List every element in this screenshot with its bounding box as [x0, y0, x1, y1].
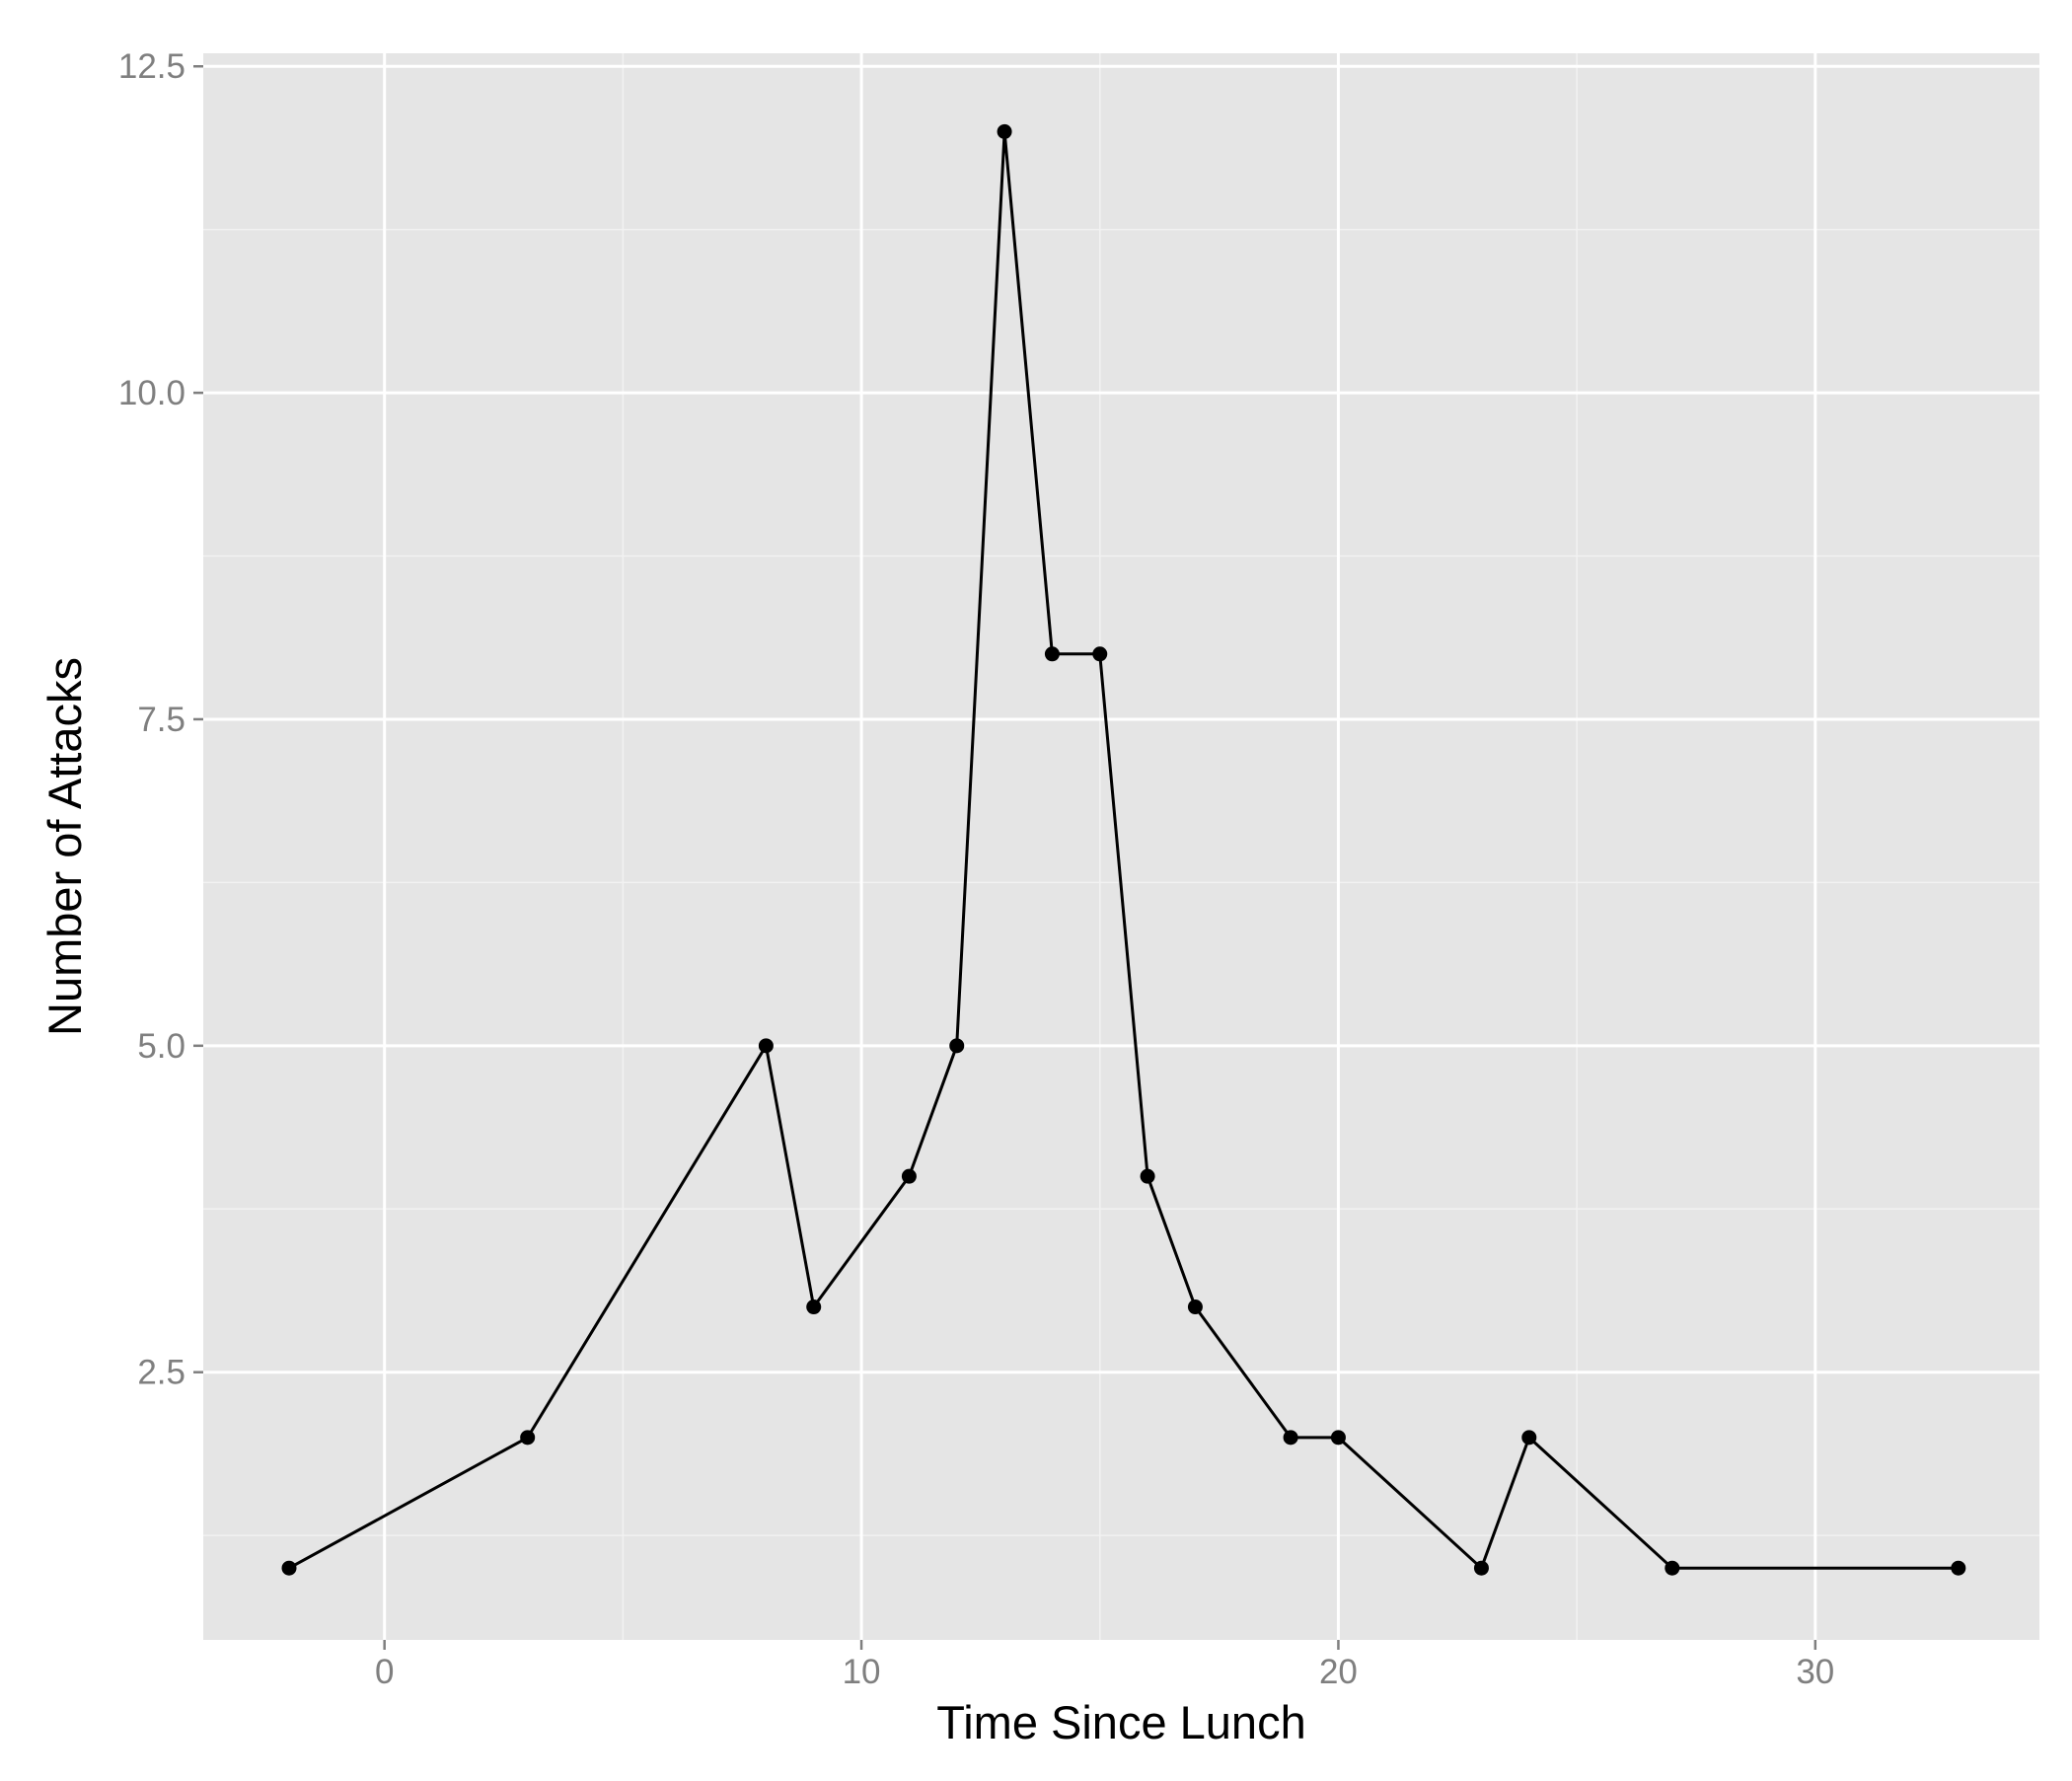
y-tick-label: 10.0 [118, 374, 185, 412]
plot-panel [203, 53, 2039, 1640]
data-point [1330, 1430, 1346, 1446]
x-tick-label: 10 [843, 1653, 881, 1691]
y-tick-label: 2.5 [137, 1354, 185, 1392]
data-point [1521, 1430, 1537, 1446]
data-point [758, 1038, 774, 1054]
data-point [1473, 1560, 1489, 1576]
x-tick-label: 20 [1319, 1653, 1358, 1691]
y-tick-label: 12.5 [118, 47, 185, 86]
data-point [1044, 646, 1060, 662]
data-point [1283, 1430, 1298, 1446]
data-point [901, 1168, 917, 1184]
y-axis: 2.5 5.0 7.5 10.0 12.5 [118, 47, 203, 1392]
data-point [1951, 1560, 1966, 1576]
major-gridlines [203, 53, 2039, 1640]
y-tick-label: 5.0 [137, 1027, 185, 1066]
x-tick-label: 30 [1796, 1653, 1834, 1691]
data-point [1187, 1299, 1203, 1315]
data-point [949, 1038, 965, 1054]
y-axis-title: Number of Attacks [38, 657, 91, 1036]
data-point [806, 1299, 822, 1315]
series-layer [281, 123, 1966, 1576]
x-axis: 0 10 20 30 [375, 1640, 1834, 1691]
data-point [997, 123, 1012, 139]
data-point [1665, 1560, 1680, 1576]
data-point [1140, 1168, 1155, 1184]
data-point [281, 1560, 297, 1576]
x-axis-title: Time Since Lunch [936, 1696, 1305, 1748]
data-point [1092, 646, 1108, 662]
x-tick-label: 0 [375, 1653, 394, 1691]
y-tick-label: 7.5 [137, 701, 185, 739]
data-point [520, 1430, 536, 1446]
